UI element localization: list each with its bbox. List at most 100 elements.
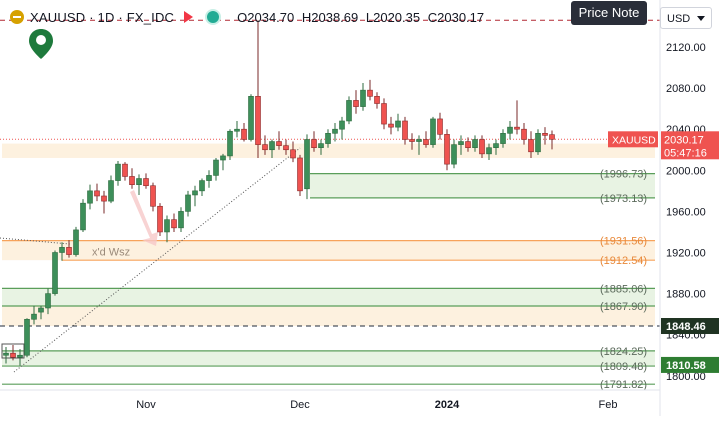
candle-body xyxy=(269,141,275,151)
candle-body xyxy=(157,205,163,233)
candle-body xyxy=(129,176,135,185)
candle-body xyxy=(493,143,499,148)
time-tick-label: Feb xyxy=(599,399,618,411)
currency-select[interactable]: USD xyxy=(660,7,712,29)
candle-body xyxy=(360,89,366,107)
axis-background xyxy=(660,0,720,416)
candle-body xyxy=(388,123,394,128)
level-label: (1996.73) xyxy=(600,169,647,181)
candle-body xyxy=(220,155,226,161)
level-label: (1931.56) xyxy=(600,236,647,248)
arrow-annotation xyxy=(130,190,158,246)
candle-body xyxy=(136,178,142,185)
candle-body xyxy=(94,190,100,197)
candle-body xyxy=(45,293,51,309)
candle-body xyxy=(514,126,520,130)
candle-body xyxy=(549,134,555,140)
candle-body xyxy=(255,96,261,145)
candle-body xyxy=(479,139,485,155)
candle-body xyxy=(178,211,184,229)
level-label: (1824.25) xyxy=(600,346,647,358)
zones-layer: x'd Wsz xyxy=(2,143,655,367)
price-zone xyxy=(2,350,655,367)
low-value: L2020.35 xyxy=(365,9,421,25)
candle-body xyxy=(262,144,268,151)
flag-icon[interactable] xyxy=(184,11,194,23)
candle-body xyxy=(290,149,296,159)
ohlc-readout: O2034.70 H2038.69 L2020.35 C2030.17 xyxy=(237,10,488,25)
candle-body xyxy=(38,307,44,313)
candle-body xyxy=(381,103,387,125)
candle-body xyxy=(507,126,513,134)
level-label: (1885.06) xyxy=(600,283,647,295)
candle-body xyxy=(276,141,282,146)
price-zone xyxy=(2,288,655,307)
candle-body xyxy=(17,354,23,358)
price-note-button[interactable]: Price Note xyxy=(571,1,647,25)
market-status-icon[interactable] xyxy=(207,11,220,23)
time-tick-label: 2024 xyxy=(435,399,460,411)
level-label: (1973.13) xyxy=(600,193,647,205)
candles-layer xyxy=(3,20,555,366)
candle-body xyxy=(101,195,107,202)
candle-body xyxy=(206,175,212,181)
candle-body xyxy=(444,134,450,165)
level-label: (1912.54) xyxy=(600,255,647,267)
candle-body xyxy=(171,219,177,229)
candle-body xyxy=(325,133,331,144)
symbol-title[interactable]: XAUUSD · 1D · FX_IDC xyxy=(30,9,175,25)
candle-body xyxy=(395,120,401,128)
zone-label: x'd Wsz xyxy=(92,247,130,259)
candle-body xyxy=(339,120,345,130)
price-tick-label: 1920.00 xyxy=(666,248,706,260)
candle-body xyxy=(199,180,205,192)
candle-body xyxy=(108,180,114,202)
candle-body xyxy=(500,133,506,144)
candle-body xyxy=(227,130,233,157)
candle-body xyxy=(346,100,352,122)
candle-body xyxy=(185,194,191,212)
candle-body xyxy=(332,128,338,134)
candle-body xyxy=(115,163,121,181)
time-tick-label: Dec xyxy=(290,399,310,411)
time-tick-label: Nov xyxy=(136,399,156,411)
price-tick-label: 1960.00 xyxy=(666,206,706,218)
candle-body xyxy=(164,219,170,233)
candle-body xyxy=(59,247,65,253)
location-pin-icon[interactable] xyxy=(28,28,54,60)
candle-body xyxy=(402,120,408,140)
price-badge-text: 1848.46 xyxy=(666,321,706,333)
price-badge-text: 1810.58 xyxy=(666,360,706,372)
candle-body xyxy=(213,159,219,176)
trendline xyxy=(13,147,301,373)
candle-body xyxy=(437,118,443,135)
candle-body xyxy=(73,229,79,255)
levels-layer: (1996.73) (1973.13) (1931.56) (1912.54) (188… xyxy=(0,19,660,391)
symbol-header: XAUUSD · 1D · FX_IDC O2034.70 H2038.69 L… xyxy=(10,8,488,26)
price-badge xyxy=(661,356,719,373)
candle-body xyxy=(521,128,527,140)
candle-body xyxy=(80,202,86,231)
time-axis: NovDec2024Feb26 xyxy=(0,389,660,411)
candle-body xyxy=(374,96,380,104)
candle-body xyxy=(423,139,429,145)
price-tick-label: 1880.00 xyxy=(666,289,706,301)
candle-body xyxy=(353,100,359,107)
candle-body xyxy=(535,133,541,153)
candle-body xyxy=(248,96,254,140)
candle-body xyxy=(311,139,317,148)
candle-body xyxy=(66,247,72,255)
candle-body xyxy=(122,163,128,177)
close-value: C2030.17 xyxy=(427,9,485,25)
last-price-badge-text: 2030.17 xyxy=(664,134,704,146)
candle-body xyxy=(52,252,58,294)
candle-body xyxy=(465,141,471,148)
candle-body xyxy=(472,139,478,148)
candle-body xyxy=(304,139,310,190)
price-zone xyxy=(2,240,655,261)
last-price-badge xyxy=(661,131,719,160)
symbol-badge-label: XAUUSD xyxy=(612,134,656,146)
candle-body xyxy=(24,318,30,356)
